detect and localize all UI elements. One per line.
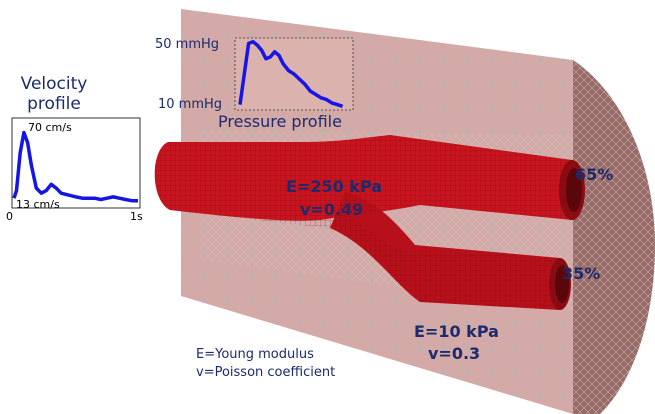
- velocity-y-min-label: 13 cm/s: [16, 198, 60, 211]
- lower-branch-lumen: [555, 265, 569, 303]
- velocity-title-line1: Velocity: [20, 74, 88, 94]
- lower-branch-flow-label: 35%: [562, 264, 601, 283]
- velocity-x-start-label: 0: [6, 210, 13, 223]
- velocity-curve: [12, 130, 138, 203]
- pressure-curve: [238, 39, 344, 108]
- vessel-bifurcation: [154, 135, 585, 310]
- velocity-title-line2: profile: [27, 94, 81, 114]
- upper-branch-lumen: [566, 168, 582, 212]
- velocity-chart: [11, 117, 141, 209]
- pressure-title: Pressure profile: [218, 112, 342, 131]
- legend: E=Young modulus v=Poisson coefficient: [196, 346, 335, 382]
- velocity-title: Velocity profile: [14, 74, 94, 114]
- upper-branch-flow-label: 65%: [575, 165, 614, 184]
- pressure-y-max-label: 50 mmHg: [155, 37, 220, 52]
- tissue-stiffness-label: E=10 kPa: [414, 322, 499, 341]
- velocity-chart-frame: [11, 117, 141, 209]
- legend-young-modulus: E=Young modulus: [196, 347, 314, 362]
- vessel-grid-overlay: [154, 135, 573, 310]
- legend-poisson-coefficient: v=Poisson coefficient: [196, 365, 336, 380]
- pressure-chart: [234, 37, 354, 111]
- tissue-poisson-label: v=0.3: [428, 344, 481, 363]
- velocity-y-max-label: 70 cm/s: [28, 121, 72, 134]
- pressure-y-min-label: 10 mmHg: [158, 97, 223, 112]
- vessel-poisson-label: v=0.49: [300, 200, 364, 219]
- velocity-x-end-label: 1s: [130, 210, 143, 223]
- vessel-stiffness-label: E=250 kPa: [286, 177, 383, 196]
- tissue-side-mesh: [573, 60, 655, 414]
